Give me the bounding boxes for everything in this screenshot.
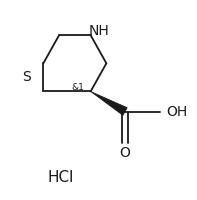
Text: OH: OH xyxy=(166,104,188,118)
Polygon shape xyxy=(91,92,127,116)
Text: &1: &1 xyxy=(71,83,84,91)
Text: HCl: HCl xyxy=(48,170,74,184)
Text: O: O xyxy=(120,145,131,159)
Text: S: S xyxy=(22,70,31,84)
Text: NH: NH xyxy=(88,24,109,38)
